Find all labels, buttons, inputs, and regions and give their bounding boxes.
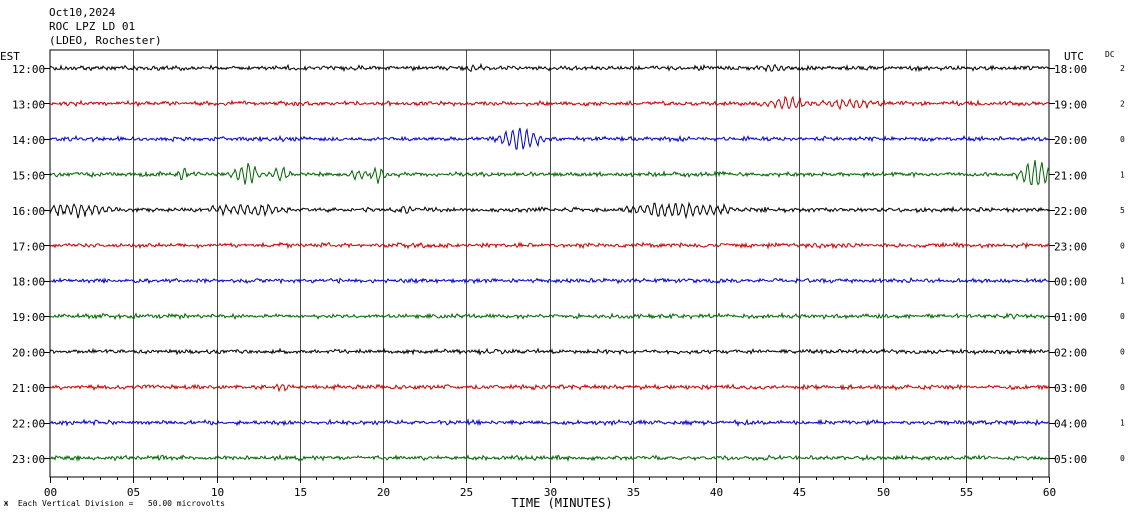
left-axis-label: EST (0, 50, 20, 63)
trace-1700 (49, 241, 1050, 250)
utc-label-2000: 20:00 (1054, 134, 1087, 147)
x-tick-label-15: 15 (294, 486, 307, 499)
dc-value: 0 (1120, 454, 1125, 463)
right-axis-label: UTC (1064, 50, 1084, 63)
scale-mark: Ж (4, 500, 9, 508)
scale-note-text: Each Vertical Division = 50.00 microvolt… (17, 499, 225, 508)
est-label-1400: 14:00 (12, 134, 45, 147)
chart-frame (49, 49, 1050, 478)
x-tick-label-10: 10 (211, 486, 224, 499)
dc-value: 5 (1120, 206, 1125, 215)
x-tick-label-60: 60 (1043, 486, 1056, 499)
x-tick-label-35: 35 (627, 486, 640, 499)
est-label-2200: 22:00 (12, 418, 45, 431)
utc-label-0200: 02:00 (1054, 347, 1087, 360)
utc-label-2200: 22:00 (1054, 205, 1087, 218)
est-label-1600: 16:00 (12, 205, 45, 218)
seismic-traces (49, 62, 1050, 463)
chart-grid (44, 49, 1055, 483)
dc-value: 1 (1120, 170, 1125, 179)
trace-1800 (49, 276, 1050, 285)
utc-label-0100: 01:00 (1054, 311, 1087, 324)
est-label-1200: 12:00 (12, 63, 45, 76)
trace-2100 (49, 383, 1050, 393)
x-tick-label-55: 55 (960, 486, 973, 499)
est-label-1800: 18:00 (12, 276, 45, 289)
dc-value: 0 (1120, 241, 1125, 250)
dc-value: 2 (1120, 99, 1125, 108)
utc-label-0400: 04:00 (1054, 418, 1087, 431)
trace-1500 (49, 160, 1050, 186)
est-label-2000: 20:00 (12, 347, 45, 360)
dc-value: 2 (1120, 64, 1125, 73)
x-tick-label-20: 20 (377, 486, 390, 499)
utc-label-0000: 00:00 (1054, 276, 1087, 289)
utc-label-2300: 23:00 (1054, 240, 1087, 253)
dc-label: DC (1105, 50, 1115, 59)
dc-value: 0 (1120, 135, 1125, 144)
trace-1600 (49, 201, 1050, 220)
trace-1300 (49, 95, 1050, 111)
trace-1400 (49, 127, 1050, 150)
est-label-1500: 15:00 (12, 169, 45, 182)
x-axis-label: TIME (MINUTES) (511, 496, 612, 510)
x-tick-label-00: 00 (44, 486, 57, 499)
utc-label-0300: 03:00 (1054, 382, 1087, 395)
chart-date: Oct10,2024 (49, 6, 116, 19)
utc-label-1800: 18:00 (1054, 63, 1087, 76)
trace-2300 (49, 453, 1050, 463)
trace-2000 (49, 347, 1050, 356)
trace-1900 (49, 311, 1050, 321)
dc-value: 0 (1120, 312, 1125, 321)
vertical-scale-note: Ж Each Vertical Division = 50.00 microvo… (4, 499, 225, 508)
utc-label-0500: 05:00 (1054, 453, 1087, 466)
trace-1200 (49, 62, 1050, 73)
x-tick-label-05: 05 (127, 486, 140, 499)
x-tick-label-45: 45 (793, 486, 806, 499)
utc-label-1900: 19:00 (1054, 98, 1087, 111)
trace-2200 (49, 418, 1049, 427)
est-label-2300: 23:00 (12, 453, 45, 466)
x-tick-label-25: 25 (460, 486, 473, 499)
est-label-1700: 17:00 (12, 240, 45, 253)
x-tick-label-30: 30 (544, 486, 557, 499)
dc-value: 1 (1120, 277, 1125, 286)
est-label-1900: 19:00 (12, 311, 45, 324)
network-name: (LDEO, Rochester) (49, 34, 162, 47)
x-tick-label-40: 40 (710, 486, 723, 499)
x-tick-label-50: 50 (877, 486, 890, 499)
est-label-2100: 21:00 (12, 382, 45, 395)
station-code: ROC LPZ LD 01 (49, 20, 136, 33)
dc-value: 1 (1120, 419, 1125, 428)
dc-value: 0 (1120, 348, 1125, 357)
est-label-1300: 13:00 (12, 98, 45, 111)
dc-value: 0 (1120, 383, 1125, 392)
utc-label-2100: 21:00 (1054, 169, 1087, 182)
